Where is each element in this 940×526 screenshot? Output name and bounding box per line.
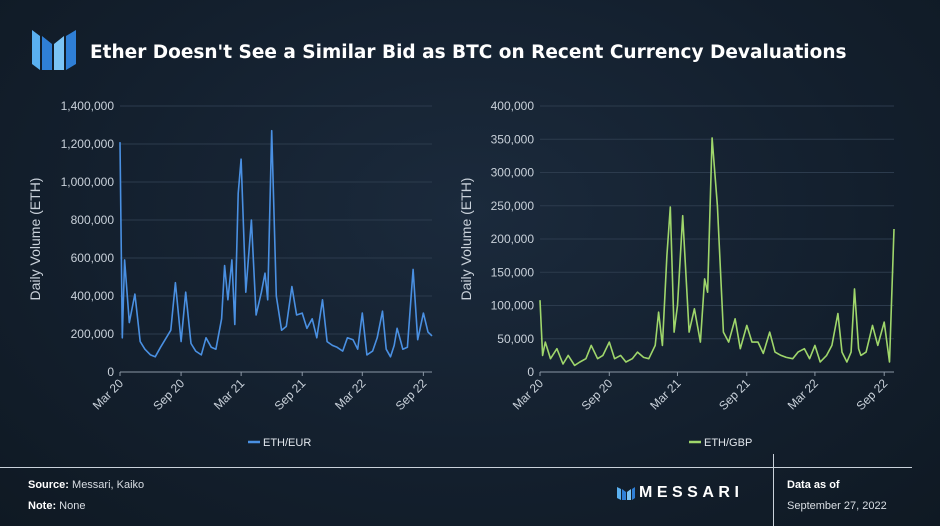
eur-ytick-label: 0 [107,365,114,379]
source-note: Source: Messari, Kaiko [28,479,144,491]
messari-logo-icon [32,30,76,70]
source-value: Messari, Kaiko [72,479,145,491]
header: Ether Doesn't See a Similar Bid as BTC o… [0,0,940,80]
eur-ytick-label: 1,200,000 [61,137,115,151]
eur-ytick-label: 1,000,000 [61,175,115,189]
eur-xtick-label: Mar 20 [90,376,127,413]
gbp-legend-label: ETH/GBP [704,437,752,449]
brand-name: MESSARI [639,484,744,501]
gbp-series-line [539,137,895,367]
footer-divider [0,467,912,468]
eth-eur-chart: 0 200,000 400,000 600,000 800,000 1,000,000 1,… [27,99,433,449]
note: Note: None [28,500,85,512]
eur-xtick-label: Sep 22 [393,376,430,413]
messari-brand-icon [617,487,635,500]
gbp-xtick-label: Sep 22 [854,376,891,413]
gbp-ytick-label: 0 [527,365,534,379]
gbp-ytick-label: 50,000 [497,332,534,346]
eur-series-line [119,129,433,358]
footer-vertical-divider [773,454,774,526]
eur-xtick-label: Mar 22 [332,376,369,413]
eur-ytick-label: 200,000 [71,327,115,341]
eur-xtick-label: Sep 21 [272,376,309,413]
gbp-ytick-label: 250,000 [491,199,535,213]
note-value: None [59,500,86,512]
gbp-ytick-label: 200,000 [491,232,535,246]
gbp-xtick-label: Mar 20 [510,376,547,413]
page-title: Ether Doesn't See a Similar Bid as BTC o… [90,42,847,63]
source-label: Source: [28,479,69,491]
eur-xtick-label: Sep 20 [150,376,187,413]
gbp-xtick-label: Sep 20 [579,376,616,413]
gbp-ytick-label: 100,000 [491,299,535,313]
gbp-ytick-label: 300,000 [491,166,535,180]
data-as-of-date: September 27, 2022 [787,500,887,512]
gbp-ytick-label: 400,000 [491,99,535,113]
gbp-y-axis-label: Daily Volume (ETH) [458,178,474,301]
data-as-of-label: Data as of [787,479,840,491]
eur-ytick-label: 1,400,000 [61,99,115,113]
eur-ytick-label: 600,000 [71,251,115,265]
eur-legend-label: ETH/EUR [263,437,311,449]
gbp-ytick-label: 150,000 [491,265,535,279]
eur-xtick-label: Mar 21 [211,376,248,413]
gbp-xtick-label: Sep 21 [716,376,753,413]
gbp-ytick-label: 350,000 [491,132,535,146]
eur-ytick-label: 400,000 [71,289,115,303]
gbp-xtick-label: Mar 21 [647,376,684,413]
eth-gbp-chart: 0 50,000 100,000 150,000 200,000 250,000 300,0… [458,99,895,449]
note-label: Note: [28,500,57,512]
eur-ytick-label: 800,000 [71,213,115,227]
eur-y-axis-label: Daily Volume (ETH) [27,178,43,301]
gbp-xtick-label: Mar 22 [785,376,822,413]
